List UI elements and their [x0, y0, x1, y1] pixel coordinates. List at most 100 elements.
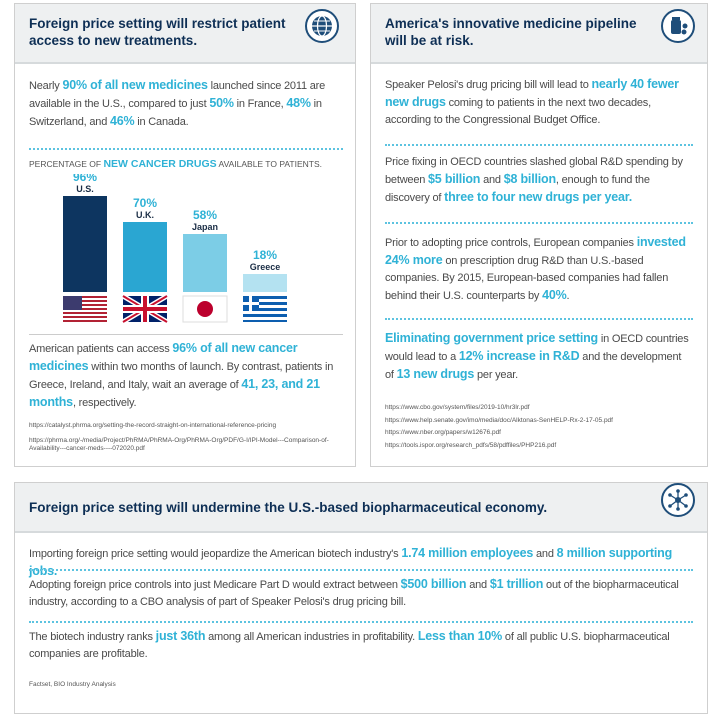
text-run: AVAILABLE TO PATIENTS. — [216, 159, 322, 169]
highlight: Less than 10% — [417, 629, 503, 643]
intro-text: Nearly 90% of all new medicines launched… — [29, 77, 329, 131]
sources: https://catalyst.phrma.org/setting-the-r… — [29, 422, 344, 460]
text-run: The biotech industry ranks — [29, 631, 156, 643]
highlight: 12% increase in R&D — [458, 349, 580, 363]
text-run: in OECD countries would lead to a — [385, 333, 689, 363]
highlight: 90% of all new medicines — [62, 78, 208, 92]
text-run: in France, — [233, 98, 287, 110]
highlight: NEW CANCER DRUGS — [103, 158, 217, 170]
paragraph: The biotech industry ranks just 36th amo… — [29, 628, 694, 663]
paragraph: Prior to adopting price controls, Europe… — [385, 234, 690, 305]
text-run: PERCENTAGE OF — [29, 159, 104, 169]
highlight: just 36th — [155, 629, 206, 643]
highlight: 41, 23, and 21 months — [29, 377, 320, 409]
source-link: https://www.cbo.gov/system/files/2019-10… — [385, 404, 530, 411]
bar — [183, 234, 227, 292]
left-panel: Foreign price setting will restrict pati… — [14, 3, 356, 467]
separator — [29, 621, 693, 623]
source-link: https://www.nber.org/papers/w12676.pdf — [385, 429, 501, 436]
bar — [243, 274, 287, 292]
value-label: 96% — [73, 174, 97, 184]
flag-greece — [243, 296, 287, 322]
source-link: https://tools.ispor.org/research_pdfs/58… — [385, 441, 557, 449]
flag-japan — [182, 295, 228, 323]
text-run: among all American industries in profita… — [205, 631, 418, 643]
text-run: , enough to fund the discovery of — [385, 174, 650, 204]
text-run: Nearly — [29, 80, 63, 92]
category-label: U.K. — [136, 210, 154, 220]
highlight: 13 new drugs — [396, 367, 475, 381]
text-run: and — [466, 579, 490, 591]
text-run: and the development of — [385, 351, 682, 381]
highlight: 46% — [109, 114, 135, 128]
highlight: $500 billion — [400, 577, 467, 591]
highlight: three to four new drugs per year. — [444, 190, 633, 204]
highlight: $1 trillion — [489, 577, 544, 591]
panel-title: Foreign price setting will restrict pati… — [29, 16, 286, 48]
source: Factset, BIO Industry Analysis — [29, 681, 116, 688]
category-label: Greece — [250, 262, 281, 272]
text-run: . — [566, 290, 570, 302]
highlight: $5 billion — [428, 172, 481, 186]
separator — [29, 334, 343, 335]
separator — [29, 569, 693, 571]
text-run: American patients can access — [29, 343, 173, 355]
value-label: 70% — [133, 196, 157, 210]
source-link: https://www.help.senate.gov/imo/media/do… — [385, 416, 613, 424]
source-link: https://catalyst.phrma.org/setting-the-r… — [29, 422, 277, 429]
highlight: 40% — [542, 288, 567, 302]
right-panel: America's innovative medicine pipeline w… — [370, 3, 708, 467]
panel-title: Foreign price setting will undermine the… — [29, 500, 548, 515]
chart-caption: PERCENTAGE OF NEW CANCER DRUGS AVAILABLE… — [29, 156, 349, 173]
panel-header — [15, 483, 707, 533]
text-run: Speaker Pelosi's drug pricing bill will … — [385, 79, 592, 91]
category-label: Japan — [192, 222, 218, 232]
paragraph: Eliminating government price setting in … — [385, 330, 690, 384]
paragraph: Speaker Pelosi's drug pricing bill will … — [385, 76, 690, 129]
text-run: of all public U.S. biopharmaceutical com… — [29, 631, 670, 660]
separator — [385, 222, 693, 224]
value-label: 58% — [193, 208, 217, 222]
text-run: per year. — [474, 369, 518, 381]
highlight: invested 24% more — [385, 235, 686, 267]
text-run: in Switzerland, and — [29, 98, 322, 128]
text-run: within two months of launch. By contrast… — [29, 361, 334, 391]
separator — [385, 144, 693, 146]
source-link: https://phrma.org/-/media/Project/PhRMA/… — [29, 436, 329, 453]
panel-header — [15, 4, 355, 64]
highlight: $8 billion — [503, 172, 556, 186]
paragraph: Adopting foreign price controls into jus… — [29, 576, 694, 611]
highlight: Eliminating government price setting — [385, 331, 598, 345]
value-label: 18% — [253, 248, 277, 262]
highlight: 48% — [286, 96, 311, 110]
category-label: U.S. — [76, 184, 94, 194]
separator — [385, 318, 693, 320]
network-icon — [661, 483, 695, 517]
highlight: nearly 40 fewer new drugs — [385, 77, 679, 109]
panel-header — [371, 4, 707, 64]
text-run: Prior to adopting price controls, Europe… — [385, 237, 637, 249]
bar — [123, 222, 167, 292]
bar — [63, 196, 107, 292]
highlight: 1.74 million employees — [401, 546, 534, 560]
paragraph: Price fixing in OECD countries slashed g… — [385, 154, 690, 207]
text-run: in Canada. — [134, 116, 189, 128]
flag-uk — [121, 293, 169, 325]
text-run: Importing foreign price setting would je… — [29, 548, 402, 560]
globe-icon — [305, 9, 339, 43]
text-run: out of the biopharmaceutical industry, a… — [29, 579, 679, 608]
highlight: 50% — [209, 96, 234, 110]
text-run: on prescription drug R&D than U.S.-based… — [385, 255, 669, 302]
sources: https://www.cbo.gov/system/files/2019-10… — [385, 404, 695, 454]
text-run: Adopting foreign price controls into jus… — [29, 579, 401, 591]
text-run: , respectively. — [72, 397, 137, 409]
text-run: launched since 2011 are available in the… — [29, 80, 326, 110]
text-run: and — [480, 174, 504, 186]
highlight: 96% of all new cancer medicines — [29, 341, 298, 373]
separator — [29, 148, 343, 150]
flag-us — [63, 296, 107, 322]
bottom-panel: Foreign price setting will undermine the… — [14, 482, 708, 714]
text-run: Price fixing in OECD countries slashed g… — [385, 156, 683, 186]
